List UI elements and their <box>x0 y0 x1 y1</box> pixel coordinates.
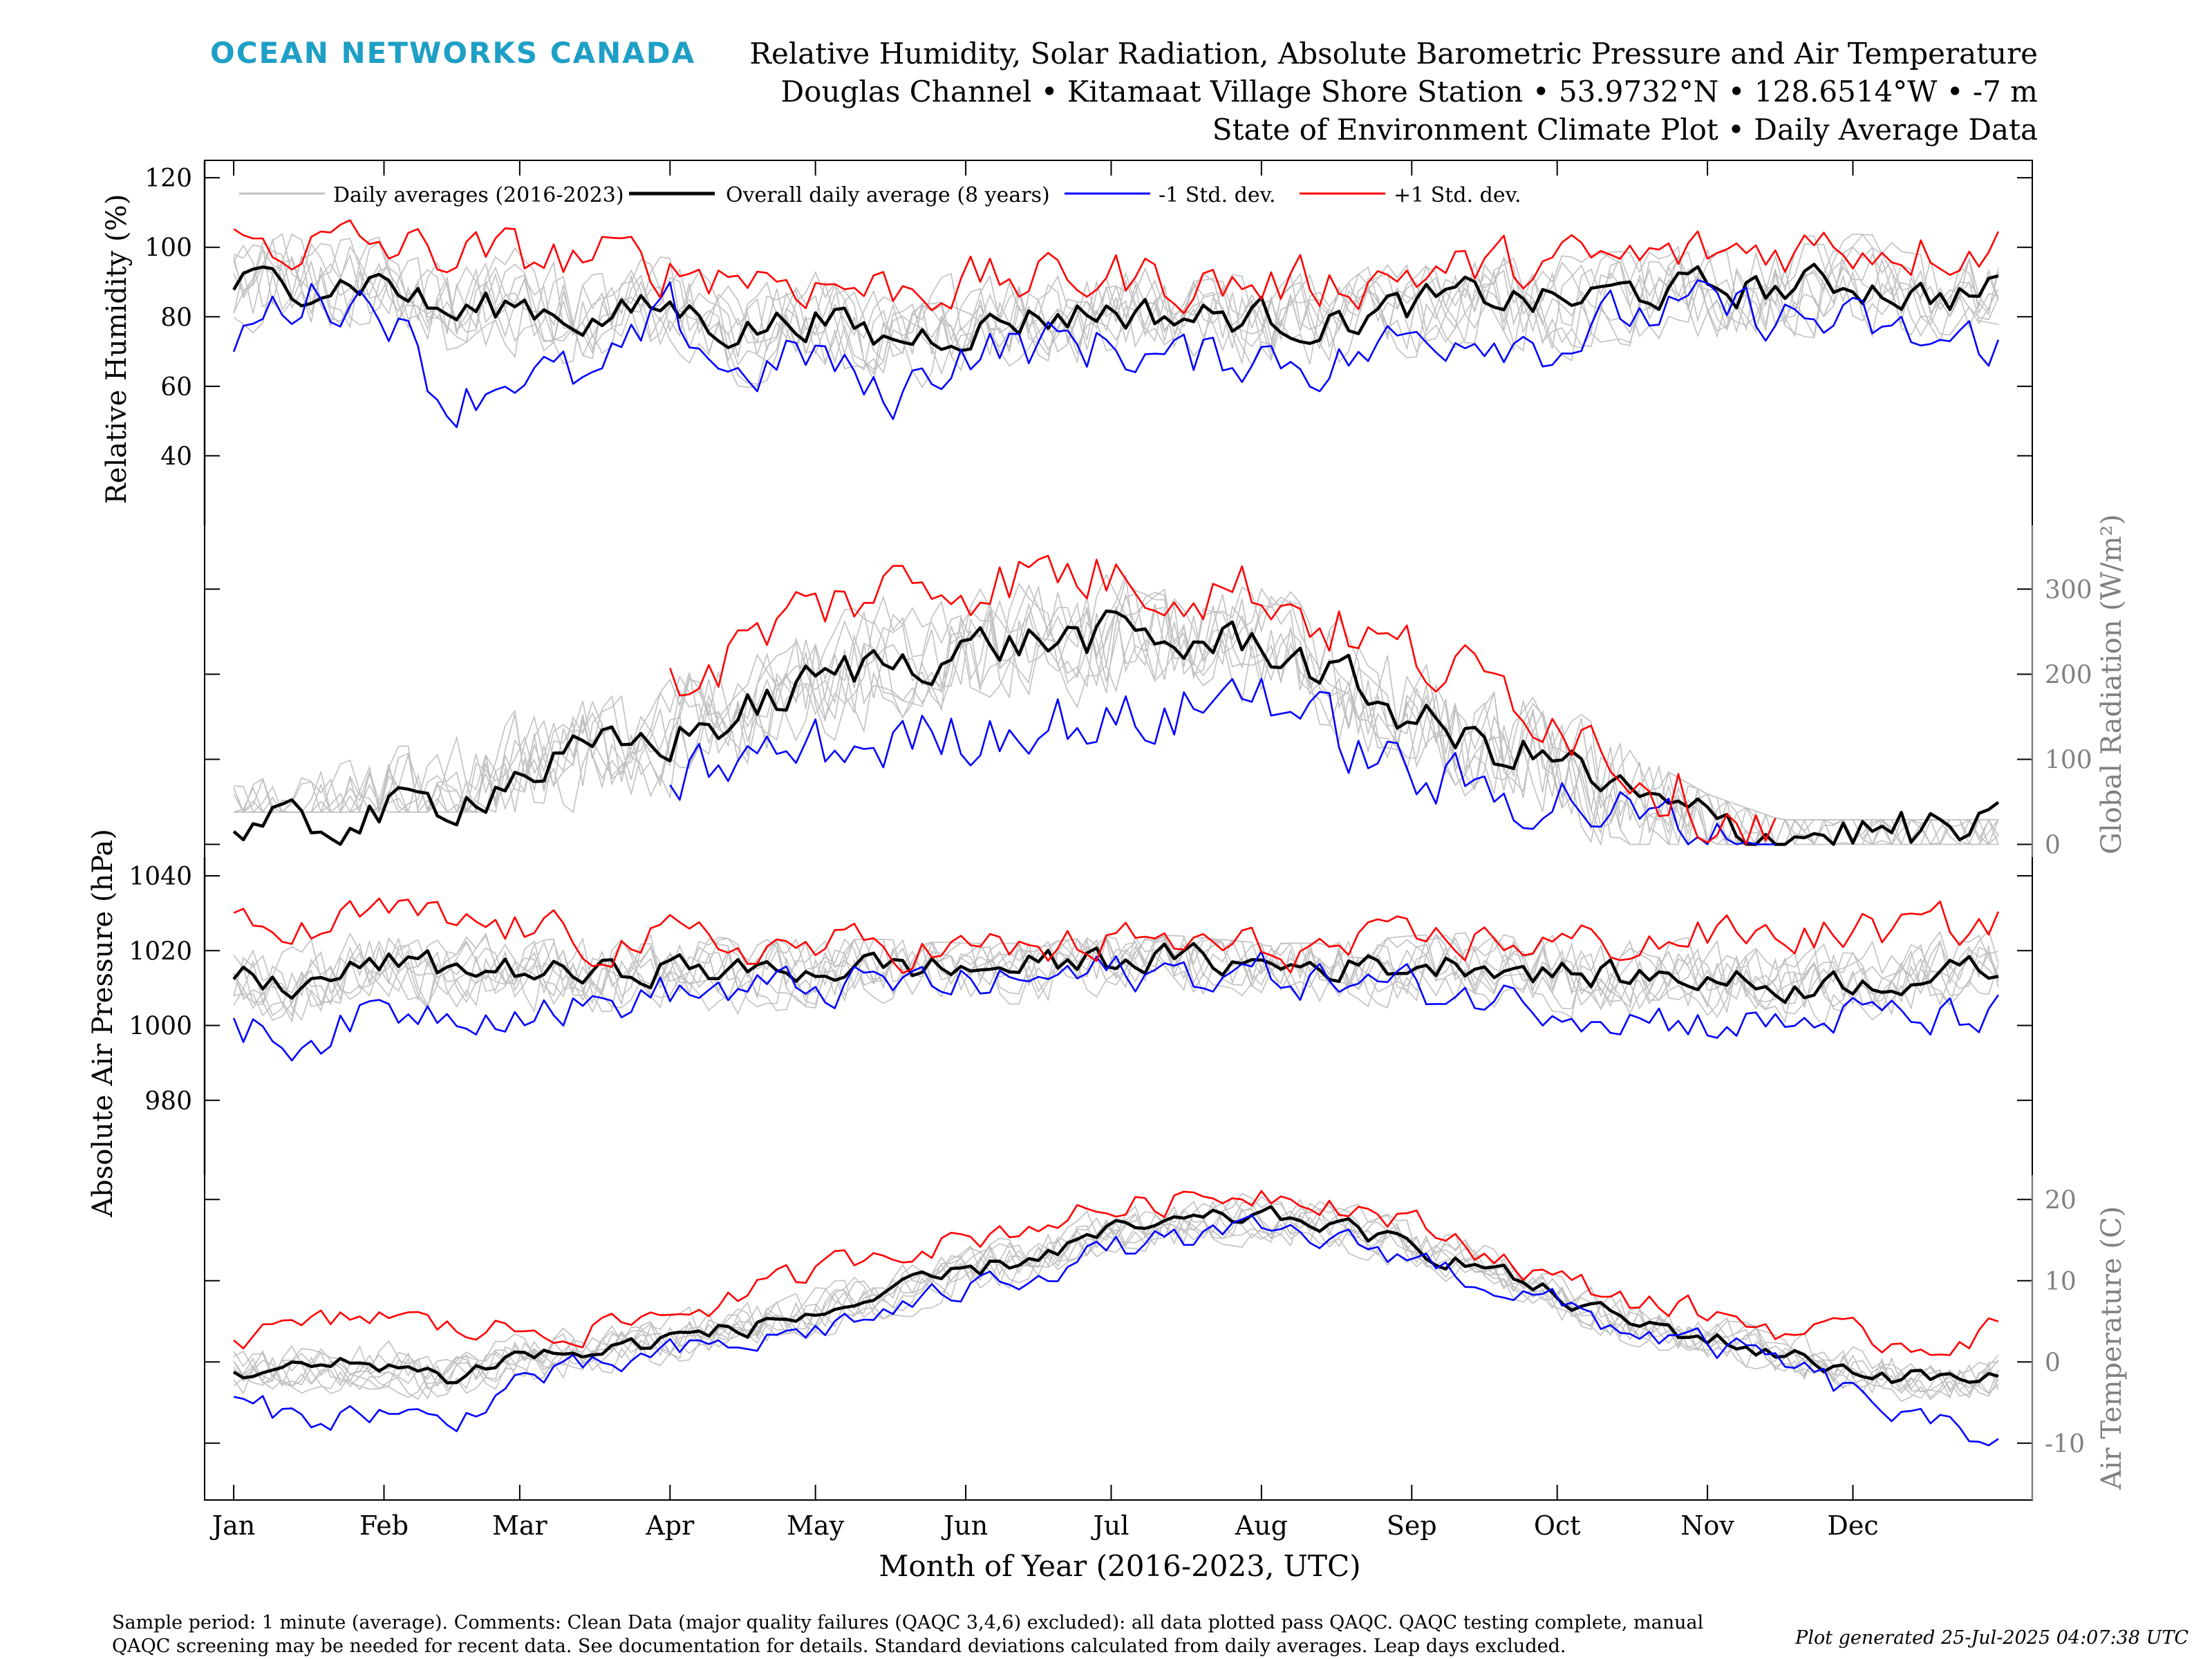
radiation-ytick-label: 0 <box>2045 832 2061 860</box>
radiation-minus-line <box>669 677 1776 845</box>
radiation-year-trace <box>234 579 1999 846</box>
xtick-label: Apr <box>645 1510 695 1541</box>
humidity-y-label: Relative Humidity (%) <box>101 194 133 505</box>
temperature-ytick-label: 10 <box>2045 1268 2077 1296</box>
legend-label-years: Daily averages (2016-2023) <box>333 183 624 207</box>
title-line-3: State of Environment Climate Plot • Dail… <box>1212 113 2038 147</box>
humidity-year-trace <box>233 233 1999 375</box>
pressure-ytick-label: 1000 <box>129 1013 192 1041</box>
humidity-ytick-label: 120 <box>144 165 192 193</box>
legend-label-plus: +1 Std. dev. <box>1394 183 1521 207</box>
series-layer <box>232 219 2000 1447</box>
xtick-label: Jul <box>1091 1510 1130 1541</box>
humidity-year-trace <box>233 241 1999 385</box>
pressure-year-trace <box>233 933 1999 1024</box>
temperature-ytick-label: 20 <box>2045 1186 2077 1215</box>
xtick-label: May <box>787 1510 845 1541</box>
humidity-year-trace <box>233 233 1999 359</box>
temperature-mean-line <box>232 1205 1999 1385</box>
pressure-ytick-label: 1020 <box>129 937 192 966</box>
pressure-plus-line <box>233 897 2000 974</box>
xtick-label: Oct <box>1534 1510 1581 1541</box>
axes-layer: 4060801001200100200300980100010201040-10… <box>129 160 2092 1541</box>
xtick-label: Jun <box>941 1510 988 1541</box>
temperature-minus-line <box>233 1214 1999 1447</box>
humidity-ytick-label: 80 <box>160 303 192 332</box>
x-axis-label: Month of Year (2016-2023, UTC) <box>879 1549 1360 1583</box>
humidity-mean-line <box>232 263 1999 353</box>
temperature-plus-line <box>233 1190 1999 1356</box>
pressure-mean-line <box>232 941 1999 1004</box>
xtick-label: Dec <box>1827 1510 1878 1541</box>
temperature-ytick-label: -10 <box>2045 1430 2085 1459</box>
radiation-ytick-label: 100 <box>2045 746 2092 774</box>
xtick-label: Jan <box>209 1510 255 1541</box>
radiation-mean-line <box>232 609 2000 846</box>
pressure-y-label: Absolute Air Pressure (hPa) <box>87 829 119 1218</box>
yearly-trace-layer <box>233 233 1999 1403</box>
radiation-ytick-label: 300 <box>2045 576 2092 604</box>
humidity-ytick-label: 60 <box>160 373 192 402</box>
temperature-year-trace <box>233 1196 1999 1400</box>
humidity-year-trace <box>233 233 1999 364</box>
pressure-year-trace <box>233 935 1999 1029</box>
xtick-label: Mar <box>492 1510 548 1541</box>
brand-logo-text: OCEAN NETWORKS CANADA <box>210 36 695 70</box>
legend: Daily averages (2016-2023) Overall daily… <box>239 183 1521 207</box>
plot-generated-stamp: Plot generated 25-Jul-2025 04:07:38 UTC <box>1794 1627 2188 1649</box>
humidity-minus-line <box>232 279 2000 429</box>
legend-label-minus: -1 Std. dev. <box>1159 183 1276 207</box>
pressure-ytick-label: 980 <box>144 1087 192 1116</box>
title-line-1: Relative Humidity, Solar Radiation, Abso… <box>749 37 2038 71</box>
radiation-plus-line <box>669 554 1777 845</box>
humidity-ytick-label: 100 <box>144 234 192 263</box>
footer-comment-line-1: Sample period: 1 minute (average). Comme… <box>112 1612 1703 1633</box>
radiation-year-trace <box>233 588 1998 847</box>
footer-comment-line-2: QAQC screening may be needed for recent … <box>112 1635 1566 1657</box>
radiation-y-label: Global Radiation (W/m²) <box>2096 514 2128 854</box>
temperature-ytick-label: 0 <box>2045 1349 2061 1377</box>
xtick-label: Aug <box>1235 1510 1288 1541</box>
humidity-ytick-label: 40 <box>160 442 192 471</box>
temperature-y-label: Air Temperature (C) <box>2096 1206 2128 1490</box>
humidity-plus-line <box>233 219 2000 315</box>
pressure-year-trace <box>233 932 1999 1021</box>
legend-label-mean: Overall daily average (8 years) <box>726 183 1050 207</box>
xtick-label: Feb <box>359 1510 409 1541</box>
temperature-year-trace <box>233 1192 1999 1397</box>
radiation-ytick-label: 200 <box>2045 661 2092 689</box>
title-line-2: Douglas Channel • Kitamaat Village Shore… <box>781 75 2038 109</box>
pressure-minus-line <box>232 950 1999 1062</box>
xtick-label: Nov <box>1680 1510 1734 1541</box>
pressure-ytick-label: 1040 <box>129 863 192 891</box>
xtick-label: Sep <box>1387 1510 1437 1541</box>
radiation-year-trace <box>234 592 1998 846</box>
